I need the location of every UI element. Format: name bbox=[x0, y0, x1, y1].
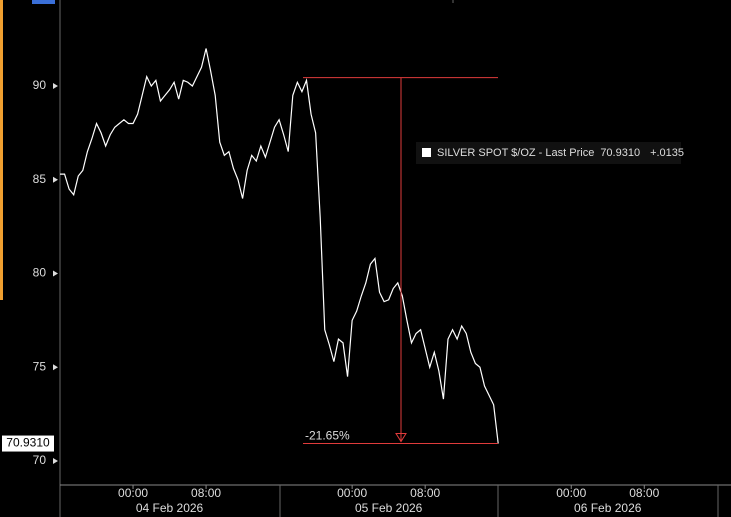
y-tick bbox=[53, 364, 58, 371]
y-tick-label: 85 bbox=[33, 172, 47, 186]
legend-name: SILVER SPOT $/OZ - Last Price bbox=[437, 147, 594, 159]
legend-swatch bbox=[422, 148, 431, 157]
date-label: 05 Feb 2026 bbox=[355, 501, 423, 515]
drop-label: -21.65% bbox=[305, 429, 350, 443]
legend-last: 70.9310 bbox=[600, 147, 640, 159]
x-tick-label: 00:00 bbox=[337, 486, 367, 500]
last-price-label: 70.9310 bbox=[6, 436, 50, 450]
y-tick-label: 70 bbox=[33, 453, 47, 467]
y-tick-label: 80 bbox=[33, 266, 47, 280]
top-accent bbox=[32, 0, 55, 4]
date-label: 04 Feb 2026 bbox=[136, 501, 204, 515]
legend-box bbox=[416, 142, 681, 164]
arrow-head bbox=[395, 433, 407, 443]
y-tick bbox=[53, 270, 58, 277]
x-tick-label: 08:00 bbox=[629, 486, 659, 500]
legend-text: SILVER SPOT $/OZ - Last Price 70.9310 +.01… bbox=[437, 147, 684, 159]
price-line bbox=[60, 48, 499, 444]
x-tick-label: 08:00 bbox=[410, 486, 440, 500]
date-label: 06 Feb 2026 bbox=[574, 501, 642, 515]
x-tick-label: 00:00 bbox=[556, 486, 586, 500]
x-tick-label: 08:00 bbox=[191, 486, 221, 500]
y-tick bbox=[53, 176, 58, 183]
y-tick bbox=[53, 458, 58, 464]
x-tick-label: 00:00 bbox=[118, 486, 148, 500]
legend-change: +.0135 bbox=[650, 147, 684, 159]
last-price-tag bbox=[2, 435, 54, 452]
side-accent bbox=[0, 0, 3, 300]
y-tick bbox=[53, 83, 58, 89]
y-tick-label: 90 bbox=[33, 78, 47, 92]
legend: SILVER SPOT $/OZ - Last Price 70.9310 +.01… bbox=[416, 142, 684, 164]
y-tick-label: 75 bbox=[33, 359, 47, 373]
